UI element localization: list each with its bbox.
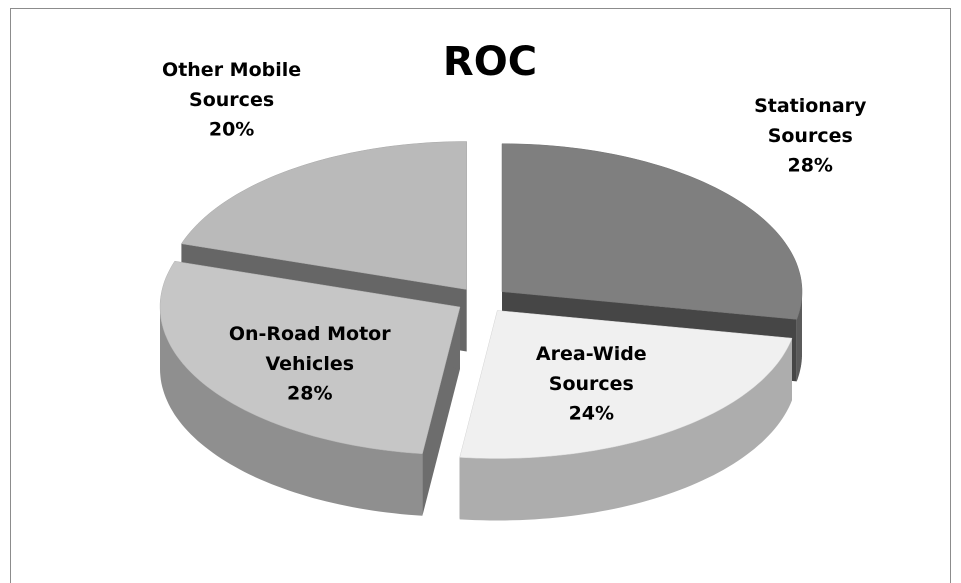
slice-side (796, 291, 802, 382)
data-label-line: Stationary (754, 95, 867, 117)
slice-side (160, 307, 423, 516)
data-value-label: 24% (569, 403, 614, 425)
data-label-line: Sources (189, 88, 274, 110)
data-label-line: Sources (768, 125, 853, 147)
slice (159, 260, 461, 516)
data-label-line: Other Mobile (162, 58, 301, 80)
slice-top (459, 310, 793, 459)
data-label: Other Mobile Sources (162, 58, 301, 110)
slice-top (180, 141, 467, 290)
data-value-label: 28% (287, 382, 332, 404)
data-label-line: Sources (549, 373, 634, 395)
data-value-label: 20% (209, 118, 254, 140)
slice-top (159, 260, 461, 455)
slice-side (459, 338, 792, 521)
slice (459, 310, 793, 521)
data-label: Stationary Sources (754, 95, 867, 147)
chart-title: ROC (443, 39, 537, 85)
data-label-line: Vehicles (265, 352, 354, 374)
data-value-label: 28% (787, 155, 832, 177)
data-label: Area-Wide Sources (536, 343, 647, 395)
data-label: On-Road Motor Vehicles (229, 322, 391, 374)
slice-top (501, 143, 803, 320)
data-label-line: On-Road Motor (229, 322, 391, 344)
data-label-line: Area-Wide (536, 343, 647, 365)
